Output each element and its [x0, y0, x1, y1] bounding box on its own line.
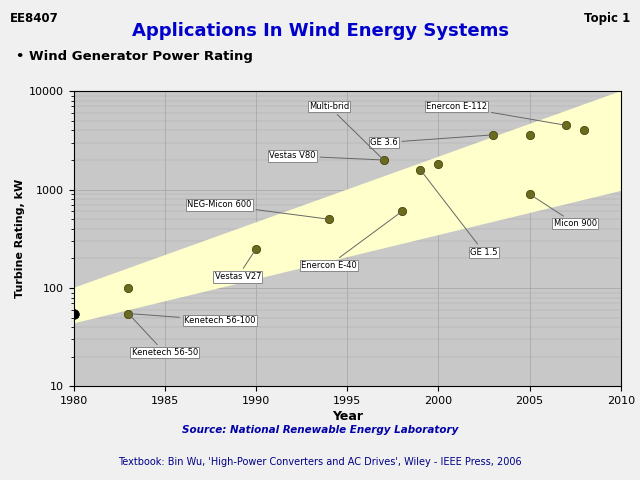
Text: • Wind Generator Power Rating: • Wind Generator Power Rating: [16, 50, 253, 63]
Text: Textbook: Bin Wu, 'High-Power Converters and AC Drives', Wiley - IEEE Press, 200: Textbook: Bin Wu, 'High-Power Converters…: [118, 457, 522, 467]
Text: Vestas V27: Vestas V27: [214, 251, 261, 281]
Text: Source: National Renewable Energy Laboratory: Source: National Renewable Energy Labora…: [182, 425, 458, 435]
Text: EE8407: EE8407: [10, 12, 58, 25]
Text: Micon 900: Micon 900: [532, 196, 596, 228]
Text: Topic 1: Topic 1: [584, 12, 630, 25]
Text: Multi-brid: Multi-brid: [309, 102, 381, 158]
Text: Enercon E-112: Enercon E-112: [426, 102, 563, 125]
Text: GE 3.6: GE 3.6: [370, 135, 490, 147]
Text: Kenetech 56-100: Kenetech 56-100: [131, 314, 255, 325]
X-axis label: Year: Year: [332, 410, 363, 423]
Y-axis label: Turbine Rating, kW: Turbine Rating, kW: [15, 179, 25, 299]
Text: Applications In Wind Energy Systems: Applications In Wind Energy Systems: [131, 22, 509, 40]
Text: Enercon E-40: Enercon E-40: [301, 213, 400, 270]
Text: NEG-Micon 600: NEG-Micon 600: [188, 200, 326, 219]
Text: GE 1.5: GE 1.5: [422, 172, 498, 257]
Text: Vestas V80: Vestas V80: [269, 151, 381, 160]
Text: Kenetech 56-50: Kenetech 56-50: [130, 315, 198, 357]
